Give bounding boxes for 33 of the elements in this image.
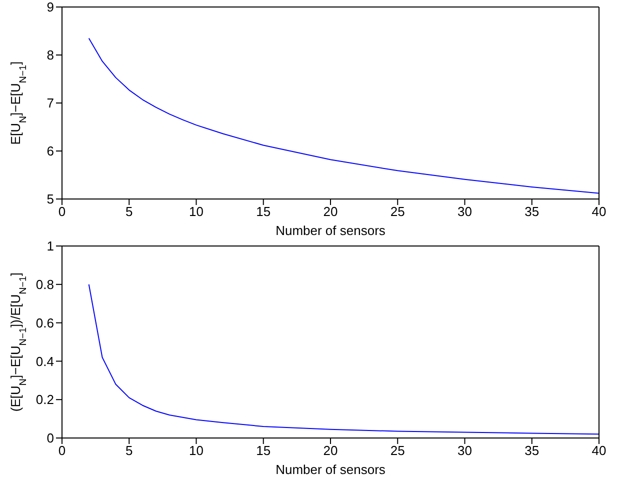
x-tick-label: 35 xyxy=(524,443,540,458)
x-tick-label: 5 xyxy=(126,204,133,220)
x-tick-label: 0 xyxy=(58,443,66,458)
x-tick-label: 40 xyxy=(592,443,606,458)
line-series xyxy=(88,284,599,435)
x-tick-label: 15 xyxy=(256,204,271,220)
y-tick-label: 0.4 xyxy=(36,354,54,369)
y-tick-label: 0 xyxy=(46,430,54,446)
y-tick-label: 9 xyxy=(46,0,54,15)
x-tick-label: 0 xyxy=(58,204,66,220)
x-tick-label: 15 xyxy=(256,443,271,458)
x-tick-label: 5 xyxy=(126,443,133,458)
x-tick-label: 35 xyxy=(524,204,540,220)
x-axis-title: Number of sensors xyxy=(276,223,386,238)
x-tick-label: 10 xyxy=(189,204,204,220)
y-tick-label: 8 xyxy=(46,48,54,63)
x-tick-label: 20 xyxy=(323,204,338,220)
y-tick-label: 0.8 xyxy=(36,277,54,292)
y-tick-label: 0.6 xyxy=(36,315,54,330)
y-tick-label: 7 xyxy=(46,96,54,111)
x-tick-label: 10 xyxy=(189,443,204,458)
y-tick-label: 1 xyxy=(46,238,54,254)
x-tick-label: 25 xyxy=(390,204,405,220)
y-tick-label: 0.2 xyxy=(36,392,54,408)
x-tick-label: 40 xyxy=(592,204,606,220)
x-tick-label: 25 xyxy=(390,443,405,458)
x-tick-label: 30 xyxy=(458,443,472,458)
y-tick-label: 5 xyxy=(46,192,54,207)
x-axis-title: Number of sensors xyxy=(276,462,386,477)
x-tick-label: 30 xyxy=(458,204,472,220)
line-series xyxy=(88,38,599,194)
x-tick-label: 20 xyxy=(323,443,338,458)
y-tick-label: 6 xyxy=(46,144,54,159)
